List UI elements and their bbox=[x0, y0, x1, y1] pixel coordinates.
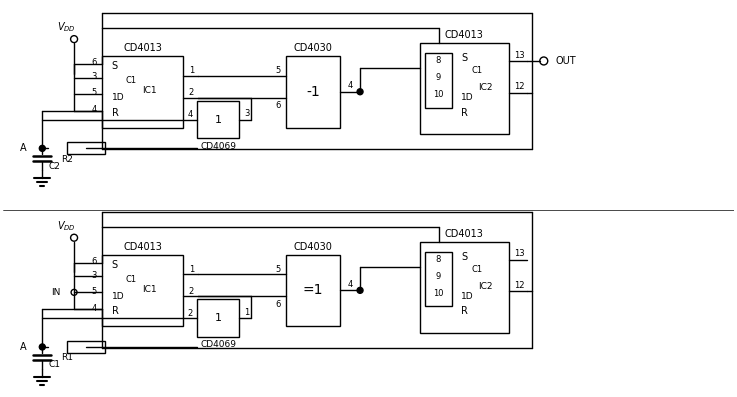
Text: R: R bbox=[461, 306, 468, 316]
Text: CD4013: CD4013 bbox=[123, 43, 162, 53]
Text: IC1: IC1 bbox=[142, 86, 157, 95]
Text: 8: 8 bbox=[436, 255, 441, 264]
Text: R: R bbox=[112, 306, 119, 316]
Text: C1: C1 bbox=[471, 66, 483, 75]
Text: 1: 1 bbox=[189, 66, 194, 75]
Bar bbox=[285, 56, 340, 127]
Text: 1: 1 bbox=[214, 313, 222, 323]
Text: A: A bbox=[20, 143, 27, 153]
Text: 12: 12 bbox=[514, 82, 524, 91]
Bar bbox=[102, 254, 184, 326]
Text: 10: 10 bbox=[433, 90, 444, 99]
Text: CD4013: CD4013 bbox=[445, 229, 483, 239]
Text: -1: -1 bbox=[306, 85, 320, 99]
Text: 2: 2 bbox=[188, 309, 193, 318]
Text: R: R bbox=[461, 108, 468, 118]
Text: 2: 2 bbox=[189, 88, 194, 97]
Text: IC1: IC1 bbox=[142, 285, 157, 294]
Bar bbox=[198, 101, 239, 139]
Text: R1: R1 bbox=[61, 353, 73, 362]
Bar bbox=[198, 299, 239, 337]
Text: C1: C1 bbox=[126, 76, 137, 85]
Text: CD4013: CD4013 bbox=[445, 30, 483, 40]
Text: 8: 8 bbox=[436, 56, 441, 66]
Bar bbox=[419, 43, 509, 135]
Circle shape bbox=[357, 89, 363, 95]
Text: 4: 4 bbox=[188, 110, 193, 119]
Text: 3: 3 bbox=[244, 109, 250, 118]
Text: 1D: 1D bbox=[112, 93, 125, 102]
Text: =1: =1 bbox=[303, 283, 323, 297]
Text: 12: 12 bbox=[514, 281, 524, 290]
Text: 5: 5 bbox=[91, 88, 97, 97]
Text: 5: 5 bbox=[275, 66, 280, 75]
Bar bbox=[425, 252, 453, 306]
Text: CD4030: CD4030 bbox=[293, 242, 332, 252]
Bar bbox=[419, 242, 509, 333]
Text: S: S bbox=[112, 61, 118, 71]
Text: CD4013: CD4013 bbox=[123, 242, 162, 252]
Text: 6: 6 bbox=[275, 300, 280, 309]
Text: S: S bbox=[112, 260, 118, 270]
Text: 5: 5 bbox=[91, 287, 97, 296]
Text: 2: 2 bbox=[189, 287, 194, 296]
Text: 1D: 1D bbox=[461, 292, 474, 301]
Text: 6: 6 bbox=[91, 58, 97, 67]
Circle shape bbox=[357, 287, 363, 293]
Text: 1: 1 bbox=[189, 265, 194, 274]
Bar bbox=[285, 254, 340, 326]
Text: 3: 3 bbox=[91, 72, 97, 81]
Bar bbox=[67, 143, 105, 154]
Text: 9: 9 bbox=[436, 272, 441, 281]
Text: 1: 1 bbox=[244, 308, 250, 317]
Text: R: R bbox=[112, 108, 119, 118]
Bar bbox=[425, 53, 453, 108]
Text: 10: 10 bbox=[433, 289, 444, 298]
Text: A: A bbox=[20, 342, 27, 352]
Text: 1: 1 bbox=[214, 115, 222, 125]
Text: C2: C2 bbox=[49, 162, 60, 171]
Text: S: S bbox=[461, 53, 467, 63]
Text: IC2: IC2 bbox=[478, 83, 492, 92]
Text: 9: 9 bbox=[436, 73, 441, 82]
Text: 6: 6 bbox=[91, 257, 97, 266]
Text: IC2: IC2 bbox=[478, 282, 492, 291]
Text: CD4069: CD4069 bbox=[200, 142, 236, 151]
Text: 13: 13 bbox=[514, 249, 524, 258]
Text: S: S bbox=[461, 252, 467, 262]
Text: CD4030: CD4030 bbox=[293, 43, 332, 53]
Text: 13: 13 bbox=[514, 50, 524, 60]
Bar bbox=[67, 341, 105, 353]
Text: $V_{DD}$: $V_{DD}$ bbox=[57, 219, 75, 233]
Text: CD4069: CD4069 bbox=[200, 341, 236, 349]
Text: 4: 4 bbox=[348, 280, 353, 289]
Text: R2: R2 bbox=[61, 155, 73, 164]
Text: 6: 6 bbox=[275, 101, 280, 110]
Bar bbox=[102, 56, 184, 127]
Text: C1: C1 bbox=[48, 360, 60, 369]
Text: 1D: 1D bbox=[112, 292, 125, 301]
Text: C1: C1 bbox=[126, 275, 137, 284]
Text: IN: IN bbox=[51, 288, 60, 297]
Text: $V_{DD}$: $V_{DD}$ bbox=[57, 20, 75, 34]
Text: 1D: 1D bbox=[461, 93, 474, 102]
Text: OUT: OUT bbox=[555, 56, 576, 66]
Text: 4: 4 bbox=[91, 105, 97, 114]
Text: 4: 4 bbox=[91, 304, 97, 313]
Text: 4: 4 bbox=[348, 81, 353, 90]
Text: C1: C1 bbox=[471, 265, 483, 274]
Circle shape bbox=[40, 345, 45, 349]
Text: 3: 3 bbox=[91, 271, 97, 280]
Circle shape bbox=[40, 146, 45, 151]
Text: 5: 5 bbox=[275, 265, 280, 274]
